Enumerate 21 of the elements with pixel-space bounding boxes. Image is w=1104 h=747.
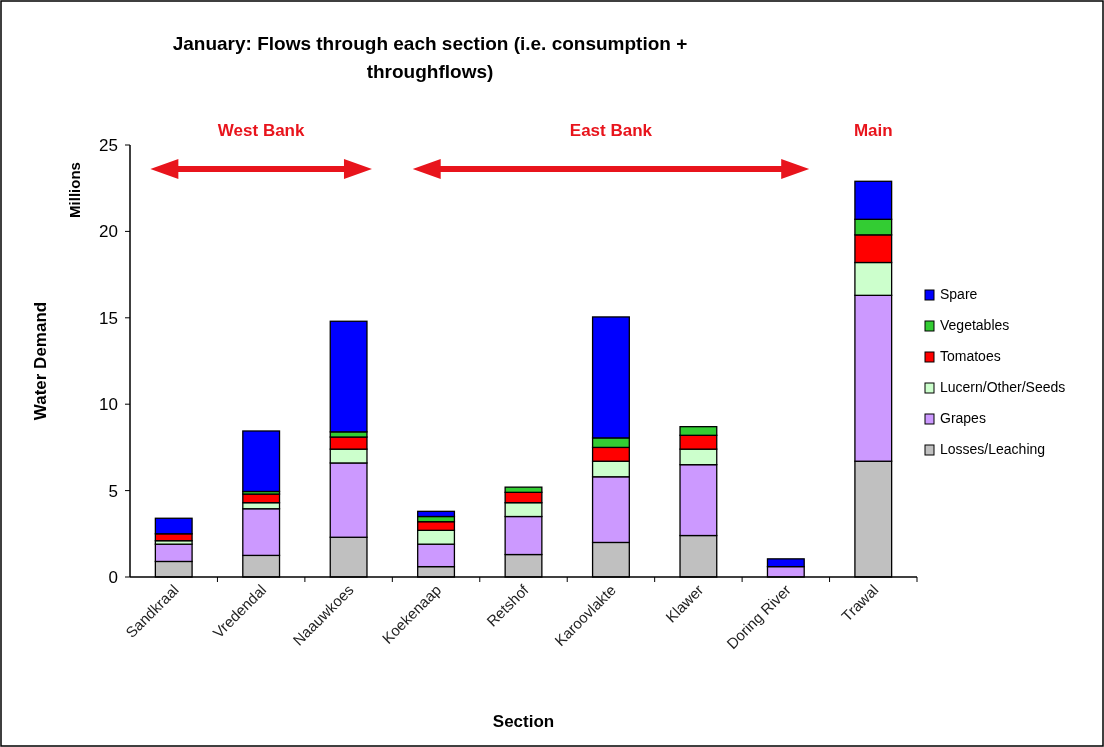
text: Millions — [66, 162, 83, 218]
y-tick-label: 20 — [99, 222, 118, 242]
y-tick-label: 15 — [99, 308, 118, 328]
y-tick-label: 5 — [108, 481, 118, 501]
legend-label: Lucern/Other/Seeds — [940, 379, 1066, 395]
legend-label: Tomatoes — [940, 348, 1001, 364]
legend-label: Vegetables — [940, 317, 1010, 333]
text: Main — [853, 121, 893, 140]
text: East Bank — [569, 121, 653, 140]
chart-title: January: Flows through each section (i.e. consumption + throughflows) — [172, 33, 688, 82]
text: West Bank — [217, 121, 306, 140]
legend-label: Grapes — [940, 410, 986, 426]
x-axis-title: Section — [492, 712, 555, 731]
y-tick-label: 25 — [99, 135, 118, 155]
y-tick-label: 10 — [99, 395, 118, 415]
legend-label: Losses/Leaching — [940, 441, 1046, 457]
bar — [242, 430, 281, 493]
legend-label: Spare — [940, 286, 978, 302]
bar — [417, 510, 456, 518]
y-axis-title: Water Demand — [31, 301, 50, 421]
y-tick-label: 0 — [108, 567, 118, 587]
